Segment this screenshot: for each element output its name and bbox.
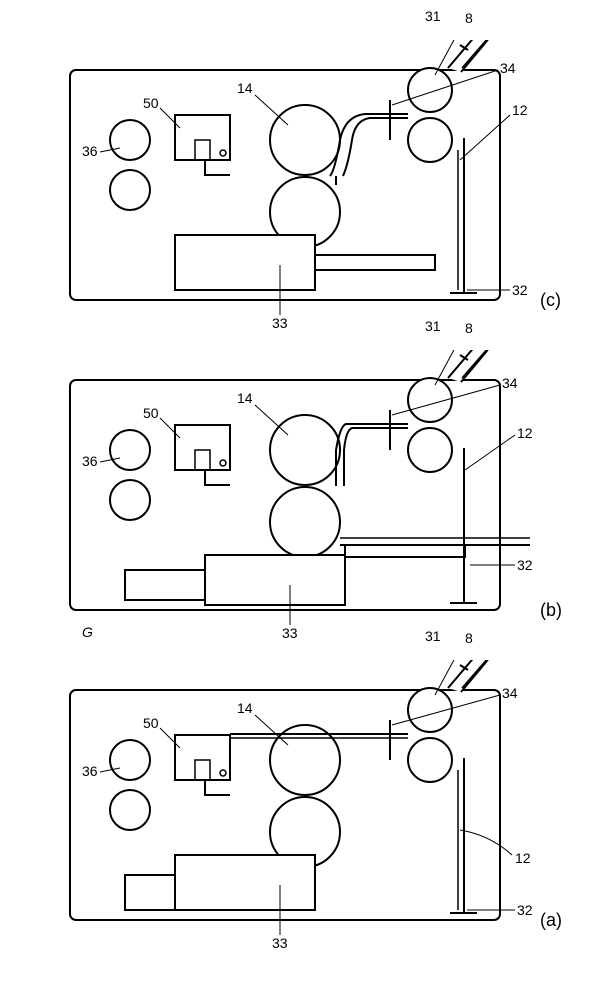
ref-50-b: 50	[143, 405, 159, 421]
ref-8-a: 8	[465, 630, 473, 646]
ref-32-a: 32	[517, 902, 533, 918]
ref-8-b: 8	[465, 320, 473, 336]
ref-G: G	[82, 624, 93, 640]
ref-14-b: 14	[237, 390, 253, 406]
panel-c-svg	[30, 40, 550, 340]
ref-34-c: 34	[500, 60, 516, 76]
figure-container: 31 8 34 12 32 33 50 36 14 (c)	[20, 20, 580, 980]
ref-12-c: 12	[512, 102, 528, 118]
ref-14-a: 14	[237, 700, 253, 716]
ref-14-c: 14	[237, 80, 253, 96]
ref-12-a: 12	[515, 850, 531, 866]
panel-label-c: (c)	[540, 290, 561, 311]
panel-label-a: (a)	[540, 910, 562, 931]
panel-c: 31 8 34 12 32 33 50 36 14 (c)	[30, 40, 530, 330]
ref-34-a: 34	[502, 685, 518, 701]
panel-label-b: (b)	[540, 600, 562, 621]
ref-33-b: 33	[282, 625, 298, 641]
ref-36-c: 36	[82, 143, 98, 159]
ref-31-c: 31	[425, 8, 441, 24]
ref-31-a: 31	[425, 628, 441, 644]
ref-50-c: 50	[143, 95, 159, 111]
ref-32-c: 32	[512, 282, 528, 298]
panel-a: 31 8 34 12 32 33 50 36 14 G (a)	[30, 660, 530, 950]
ref-36-b: 36	[82, 453, 98, 469]
panel-a-svg	[30, 660, 550, 960]
panel-b: 31 8 34 12 32 33 50 36 14 (b)	[30, 350, 530, 640]
ref-50-a: 50	[143, 715, 159, 731]
ref-33-a: 33	[272, 935, 288, 951]
ref-33-c: 33	[272, 315, 288, 331]
ref-36-a: 36	[82, 763, 98, 779]
ref-31-b: 31	[425, 318, 441, 334]
panel-b-svg	[30, 350, 550, 650]
ref-34-b: 34	[502, 375, 518, 391]
ref-8-c: 8	[465, 10, 473, 26]
ref-32-b: 32	[517, 557, 533, 573]
ref-12-b: 12	[517, 425, 533, 441]
